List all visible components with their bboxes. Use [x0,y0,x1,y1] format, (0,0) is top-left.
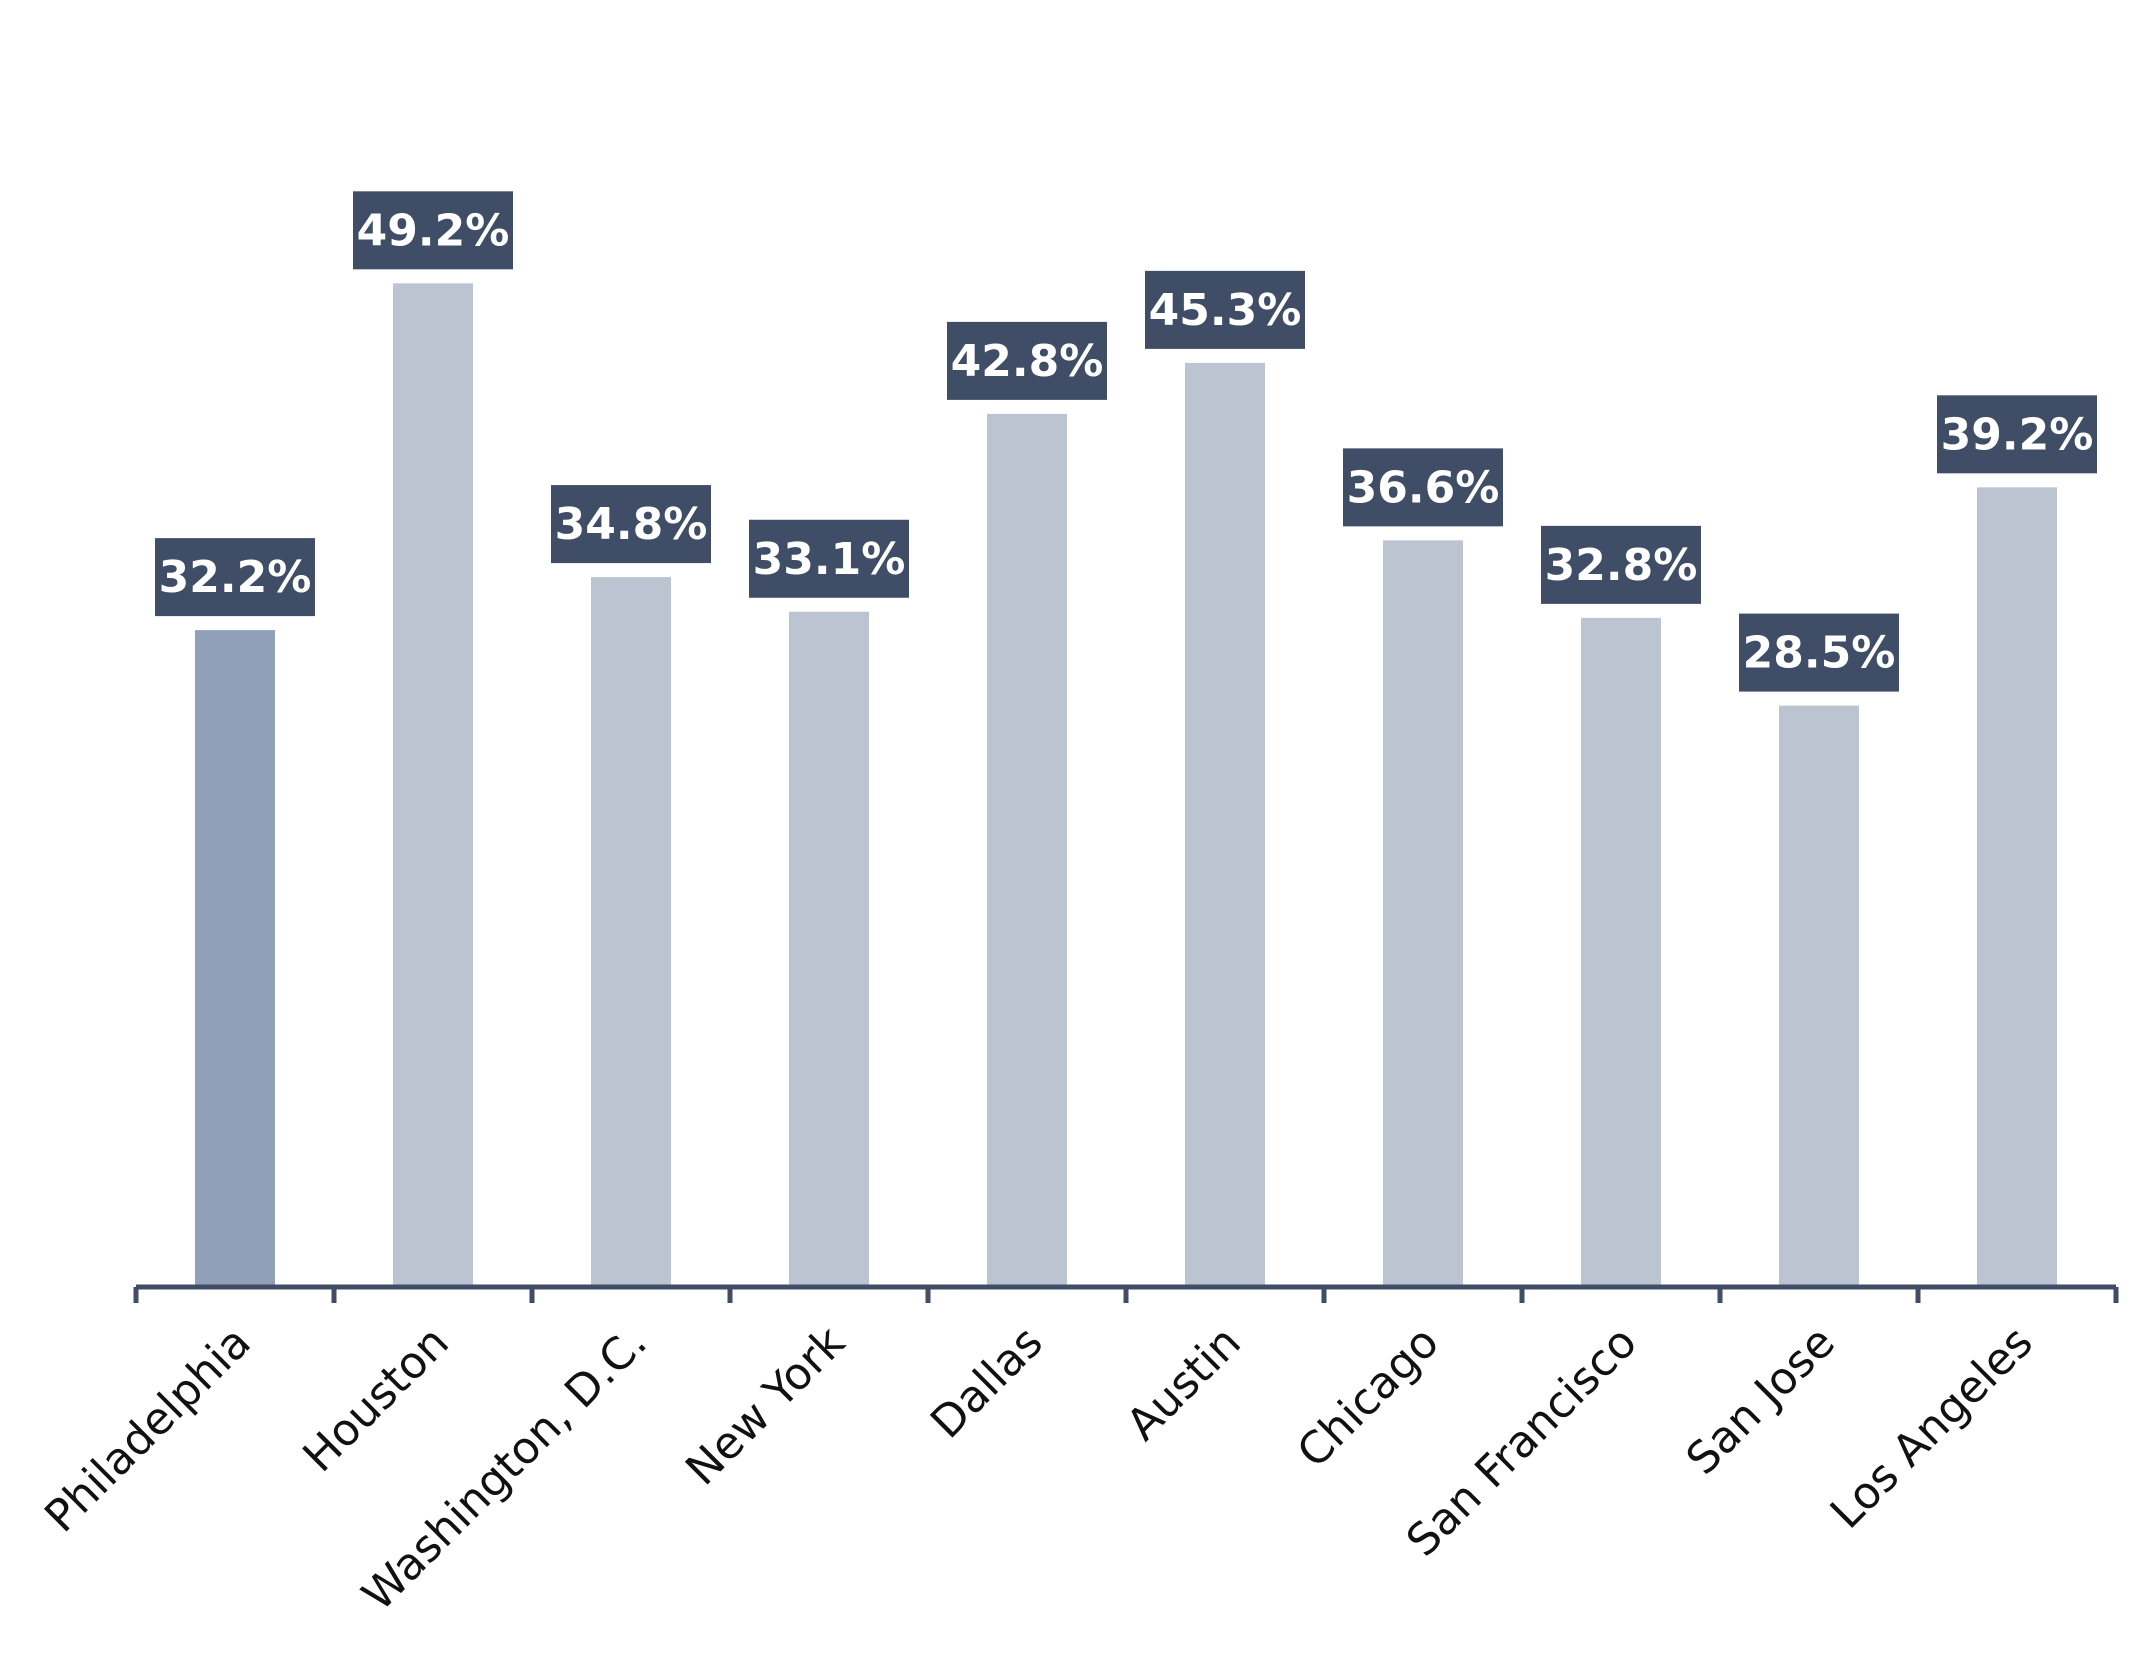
bar-0 [195,630,275,1287]
data-label-box [1937,395,2097,474]
x-tick-label-9: Los Angeles [1821,1317,2043,1539]
data-label-2: 34.8% [551,485,711,564]
bars-group [195,283,2057,1287]
data-label-text: 39.2% [1941,409,2094,460]
data-label-text: 34.8% [555,499,708,550]
data-label-text: 32.2% [159,552,312,603]
x-axis [133,1284,2119,1303]
bar-6 [1383,540,1463,1287]
data-label-1: 49.2% [353,191,513,270]
x-tick-label-5: Austin [1117,1317,1251,1451]
data-label-3: 33.1% [749,519,909,598]
data-label-box [947,321,1107,400]
data-label-text: 42.8% [951,336,1104,387]
data-label-6: 36.6% [1343,448,1503,527]
data-label-text: 28.5% [1743,628,1896,679]
bar-3 [789,611,869,1287]
x-tick-label-1: Houston [293,1317,458,1482]
data-label-text: 49.2% [357,205,510,256]
bar-9 [1977,487,2057,1287]
data-label-box [749,519,909,598]
data-label-text: 32.8% [1545,540,1698,591]
data-label-7: 32.8% [1541,525,1701,604]
bar-8 [1779,705,1859,1287]
data-label-4: 42.8% [947,321,1107,400]
data-label-5: 45.3% [1145,270,1305,349]
bar-1 [393,283,473,1287]
x-tick-label-4: Dallas [921,1317,1053,1449]
x-tick-label-0: Philadelphia [35,1317,261,1543]
data-labels-group: 32.2% 49.2% 34.8% 33.1% 42.8% 45.3% 36.6% 32.8%… [155,191,2097,692]
bar-7 [1581,617,1661,1287]
data-label-box [551,485,711,564]
bar-4 [987,413,1067,1287]
data-label-box [155,538,315,617]
x-tick-label-8: San Jose [1677,1317,1845,1485]
x-tick-label-3: New York [676,1316,855,1495]
bar-2 [591,577,671,1287]
data-label-8: 28.5% [1739,613,1899,692]
data-label-0: 32.2% [155,538,315,617]
data-label-box [1739,613,1899,692]
data-label-9: 39.2% [1937,395,2097,474]
data-label-box [1541,525,1701,604]
data-label-text: 33.1% [753,534,906,585]
data-label-box [1145,270,1305,349]
x-tick-label-6: Chicago [1288,1317,1449,1478]
bar-5 [1185,362,1265,1287]
data-label-box [353,191,513,270]
data-label-box [1343,448,1503,527]
data-label-text: 36.6% [1347,462,1500,513]
data-label-text: 45.3% [1149,285,1302,336]
